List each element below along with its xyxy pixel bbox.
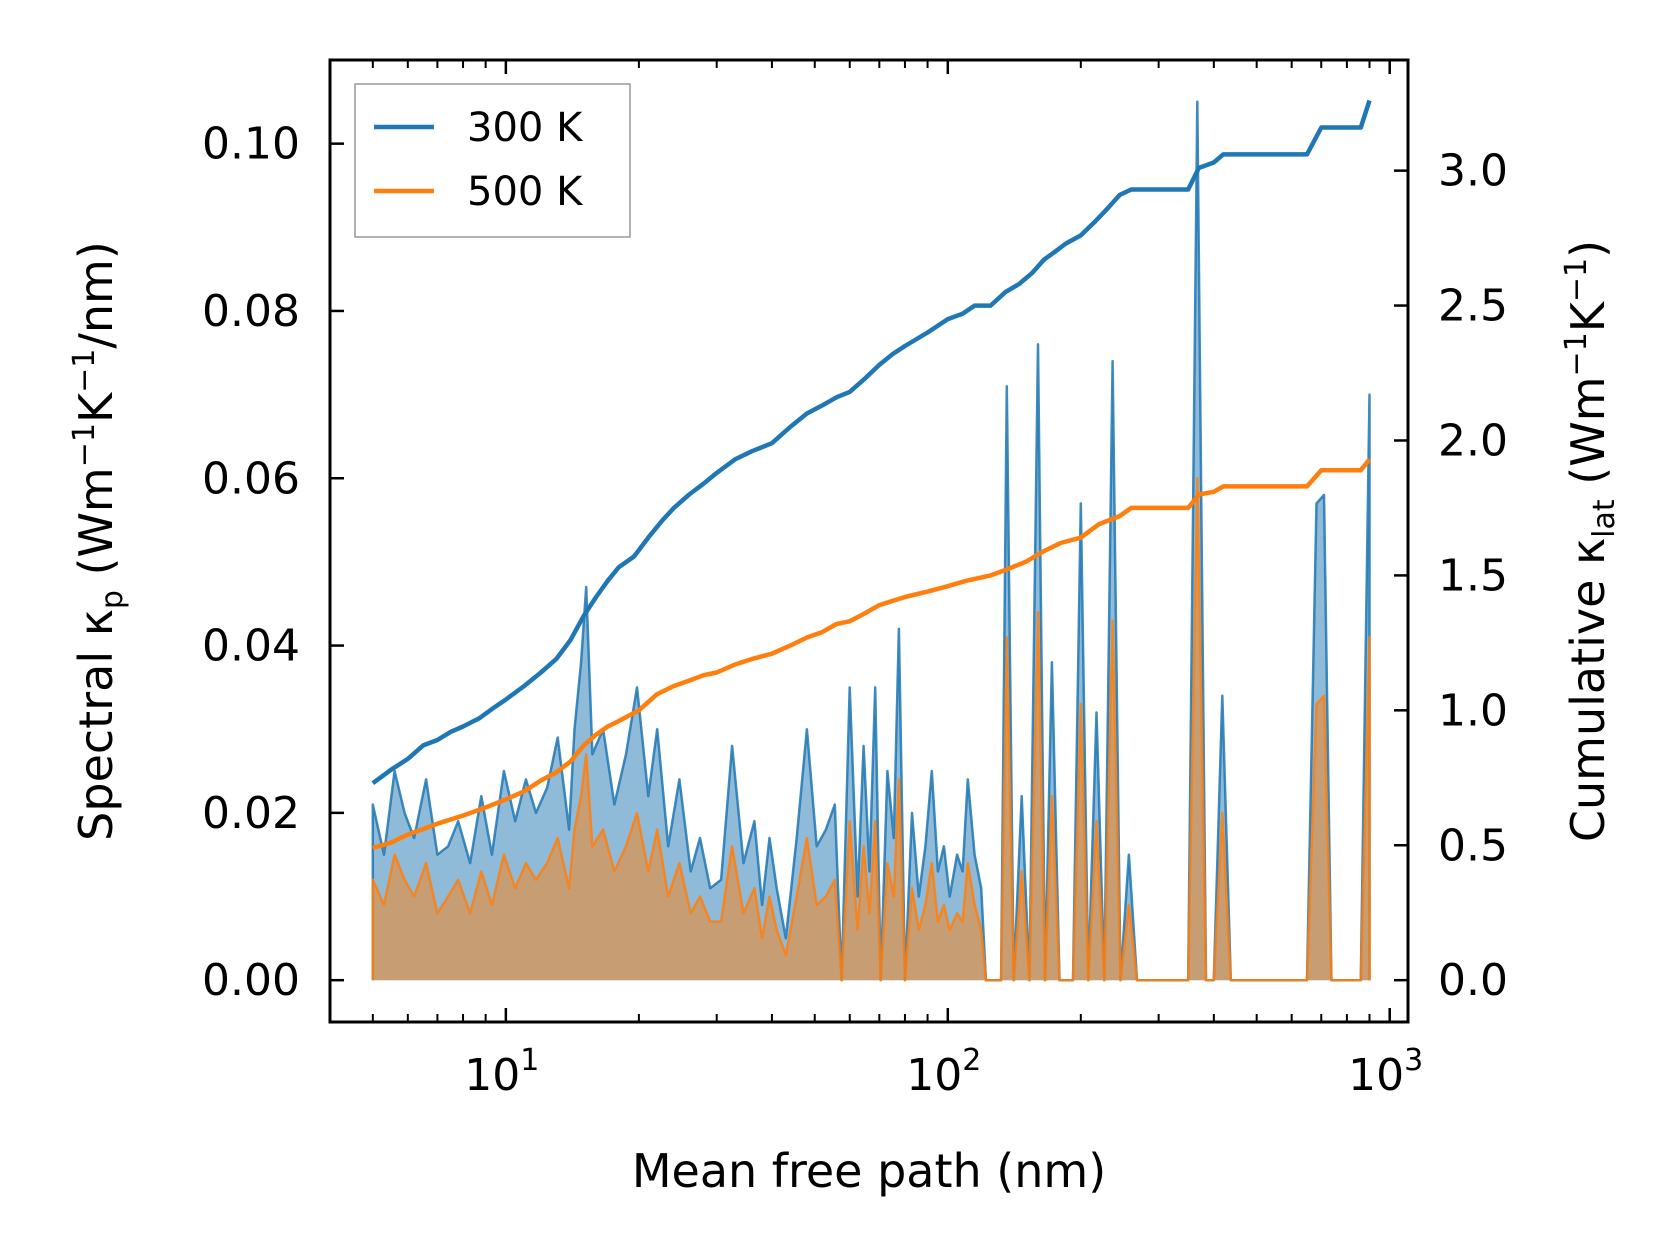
legend-label-300k: 300 K [467,105,584,151]
legend: 300 K 500 K [354,83,631,238]
x-tick-base: 10 [1348,1050,1404,1101]
y-right-title-part-a: Cumulative κ [1561,538,1615,842]
plot-frame [328,58,1410,1024]
y-left-title-part-a: Spectral κ [69,609,123,841]
y-right-tick-label: 0.5 [1438,820,1508,871]
y-left-title-sup1: −1 [67,423,102,467]
x-tick-base: 10 [464,1050,520,1101]
spectral-line-500k [371,477,1371,982]
x-tick-label: 103 [1348,1043,1423,1101]
y-left-tick-label: 0.10 [202,119,300,170]
x-tick-label: 102 [906,1043,981,1101]
y-right-title-sup1: −1 [1559,332,1594,376]
y-right-tick-label: 1.0 [1438,685,1508,736]
y-right-tick-label: 1.5 [1438,550,1508,601]
y-left-tick-label: 0.02 [202,788,300,839]
y-left-tick-label: 0.06 [202,453,300,504]
y-axis-title-right: Cumulative κlat (Wm−1K−1) [1559,240,1622,842]
x-tick-base: 10 [906,1050,962,1101]
y-right-tick-label: 3.0 [1438,146,1508,197]
y-right-tick-label: 2.5 [1438,281,1508,332]
x-tick-exponent: 3 [1404,1043,1423,1078]
y-right-title-sub: lat [1587,499,1622,538]
y-left-title-sup2: −1 [67,349,102,393]
y-right-tick-label: 0.0 [1438,955,1508,1006]
legend-box [354,83,631,238]
y-right-title-part-c: K [1561,300,1615,332]
y-left-tick-label: 0.08 [202,286,300,337]
y-right-title-part-b: (Wm [1561,376,1615,499]
y-left-title-part-c: K [69,391,123,423]
y-right-tick-label: 2.0 [1438,415,1508,466]
y-right-title-sup2: −1 [1559,258,1594,302]
legend-label-500k: 500 K [467,169,584,215]
x-axis-title: Mean free path (nm) [632,1144,1106,1198]
cumulative-line-500k [372,457,1372,851]
spectral-area-500k [372,478,1370,981]
y-left-title-part-b: (Wm [69,467,123,590]
y-left-title-part-d: /nm) [69,241,123,348]
tick-layer: 101 102 1030.000.020.040.060.080.100.00.51… [202,60,1508,1101]
x-tick-label: 101 [464,1043,539,1101]
y-left-tick-label: 0.00 [202,955,300,1006]
series-layer [371,99,1372,982]
y-left-tick-label: 0.04 [202,621,300,672]
x-tick-exponent: 1 [520,1043,539,1078]
y-right-title-part-d: ) [1561,240,1615,258]
y-left-title-sub: p [95,590,130,609]
cumulative-line-300k [371,99,1372,786]
y-axis-title-left: Spectral κp (Wm−1K−1/nm) [67,241,130,841]
x-tick-exponent: 2 [962,1043,981,1078]
spectral-area-300k [372,101,1370,981]
